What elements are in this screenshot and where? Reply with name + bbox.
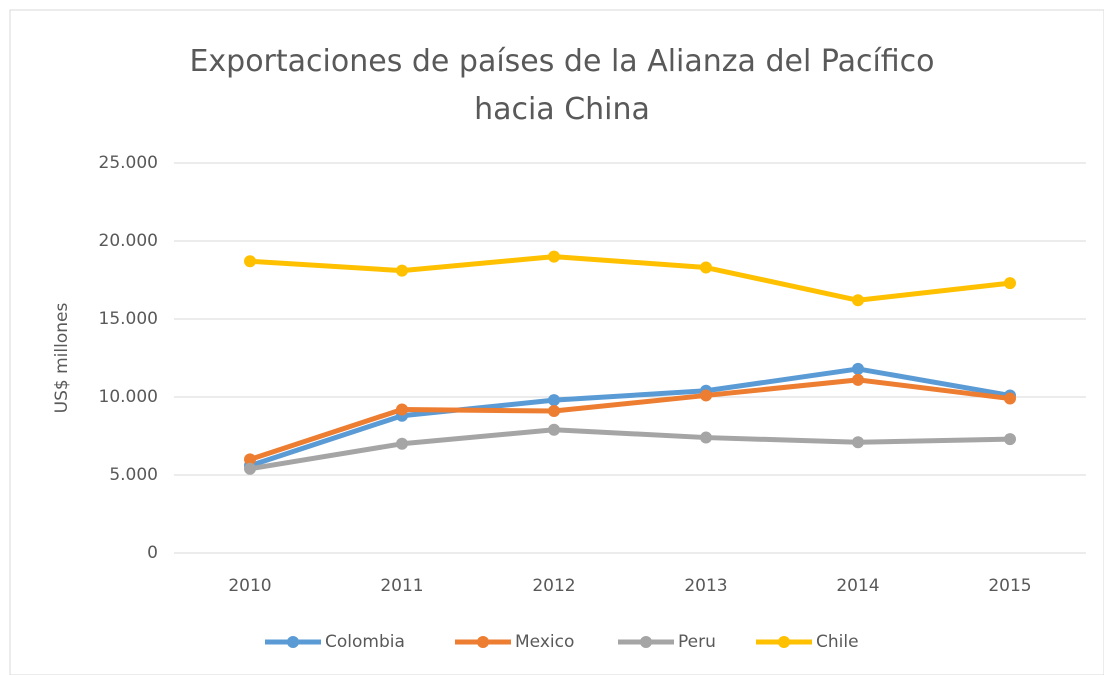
data-point <box>1004 392 1016 405</box>
y-tick-label: 10.000 <box>99 387 158 407</box>
chart-frame <box>9 9 1104 675</box>
data-point <box>852 362 864 375</box>
data-point <box>244 462 256 475</box>
legend-label: Peru <box>678 632 716 652</box>
data-point <box>700 389 712 402</box>
data-point <box>1004 277 1016 290</box>
x-tick-label: 2010 <box>228 576 271 596</box>
legend-marker <box>778 636 790 648</box>
series-line <box>249 377 1011 462</box>
data-point <box>396 437 408 450</box>
y-tick-label: 20.000 <box>99 231 158 251</box>
chart-title: Exportaciones de países de la Alianza de… <box>189 44 935 127</box>
series-line <box>249 427 1011 472</box>
legend-label: Chile <box>816 632 859 652</box>
data-point <box>244 255 256 268</box>
y-tick-label: 0 <box>147 543 158 563</box>
x-tick-label: 2014 <box>836 576 879 596</box>
y-tick-label: 15.000 <box>99 309 158 329</box>
y-tick-label: 25.000 <box>99 153 158 173</box>
data-point <box>548 405 560 418</box>
legend-marker <box>640 636 652 648</box>
x-tick-label: 2015 <box>988 576 1031 596</box>
legend-label: Colombia <box>325 632 405 652</box>
series-line <box>249 254 1011 303</box>
x-tick-label: 2012 <box>532 576 575 596</box>
data-point <box>548 394 560 407</box>
data-point <box>1004 433 1016 446</box>
x-tick-label: 2011 <box>380 576 423 596</box>
data-point <box>852 373 864 386</box>
data-point <box>700 431 712 444</box>
y-axis-label: US$ millones <box>52 303 72 414</box>
data-point <box>700 261 712 274</box>
x-tick-label: 2013 <box>684 576 727 596</box>
data-point <box>396 403 408 416</box>
series-line <box>249 366 1011 469</box>
data-point <box>852 436 864 449</box>
data-point <box>852 294 864 307</box>
legend-marker <box>477 636 489 648</box>
data-point <box>548 423 560 436</box>
data-point <box>244 453 256 466</box>
data-point <box>396 264 408 277</box>
legend-marker <box>287 636 299 648</box>
data-point <box>548 250 560 263</box>
legend-label: Mexico <box>515 632 574 652</box>
y-tick-label: 5.000 <box>109 465 158 485</box>
